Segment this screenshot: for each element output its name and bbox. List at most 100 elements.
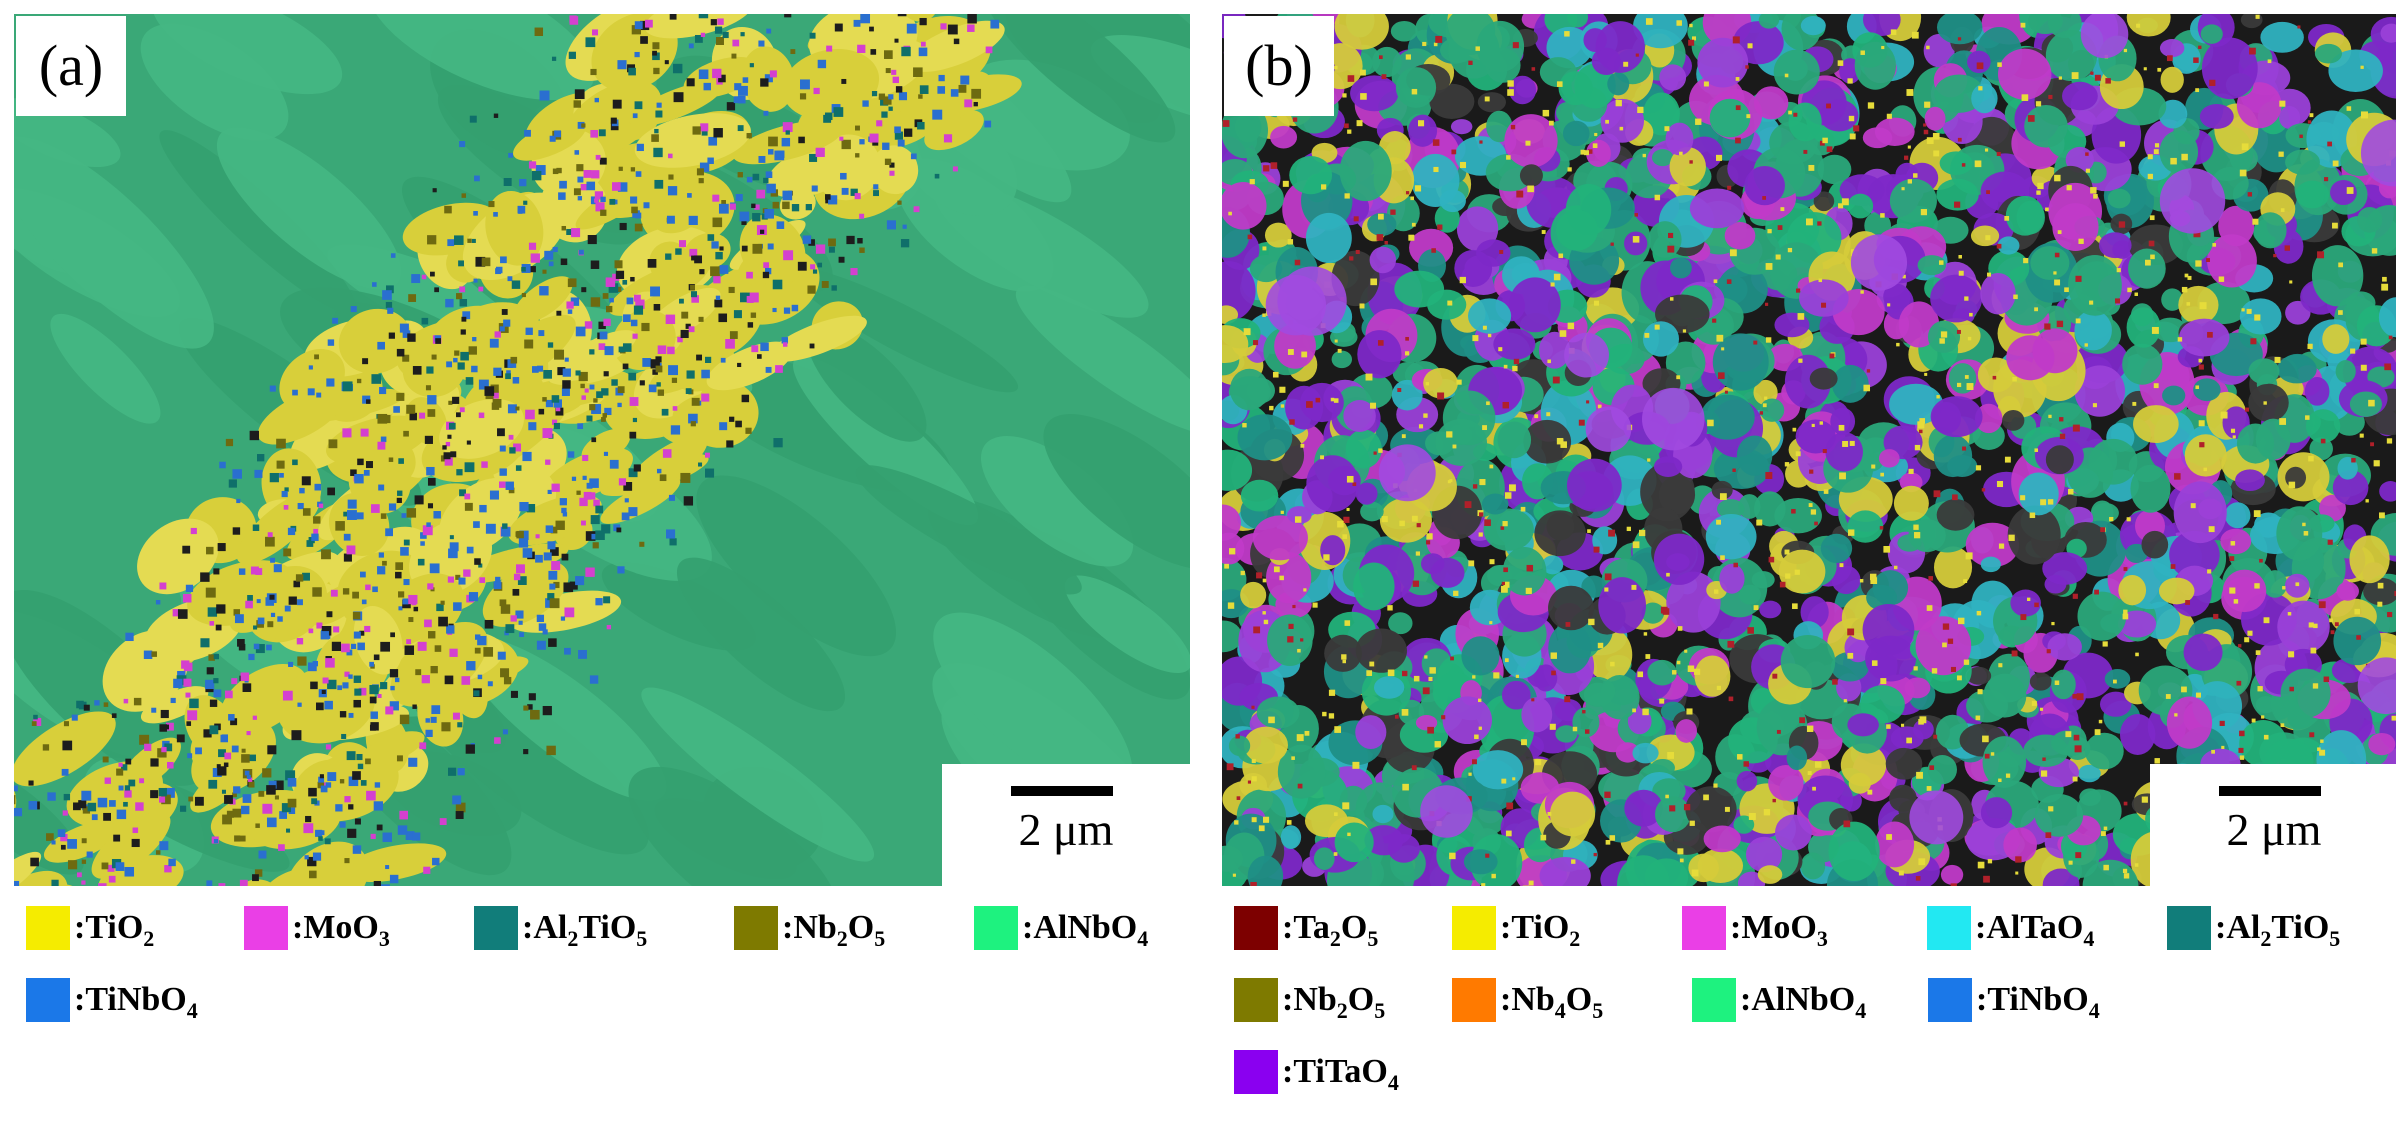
speckle xyxy=(1498,347,1503,352)
speckle xyxy=(726,102,736,111)
speckle xyxy=(964,99,973,108)
speckle xyxy=(318,836,323,841)
speckle xyxy=(2181,286,2188,293)
grain xyxy=(1641,602,1665,624)
speckle xyxy=(297,702,302,707)
speckle xyxy=(372,282,377,287)
speckle xyxy=(288,596,297,605)
speckle xyxy=(589,675,599,684)
speckle xyxy=(772,279,783,290)
speckle xyxy=(667,186,678,196)
speckle xyxy=(1359,303,1365,309)
grain xyxy=(1345,429,1382,469)
speckle xyxy=(427,395,437,405)
speckle xyxy=(1720,555,1725,560)
speckle xyxy=(719,265,729,274)
speckle xyxy=(257,617,265,625)
speckle xyxy=(1493,672,1500,679)
speckle xyxy=(2034,602,2039,608)
speckle xyxy=(503,676,512,685)
speckle xyxy=(1280,510,1284,514)
speckle xyxy=(519,632,525,638)
speckle xyxy=(1262,313,1266,317)
speckle xyxy=(440,600,445,605)
speckle xyxy=(459,407,465,413)
grain xyxy=(2166,696,2213,749)
speckle xyxy=(1733,562,1739,568)
speckle xyxy=(1795,451,1801,457)
speckle xyxy=(1464,501,1472,508)
grain xyxy=(1581,575,1607,598)
grain xyxy=(1817,154,1852,185)
speckle xyxy=(377,566,386,575)
speckle xyxy=(718,74,726,83)
grain xyxy=(2045,445,2074,475)
speckle xyxy=(2034,307,2039,312)
speckle xyxy=(403,539,410,546)
grain xyxy=(2018,472,2059,516)
speckle xyxy=(258,850,267,859)
speckle xyxy=(746,176,753,183)
speckle xyxy=(762,271,770,279)
speckle xyxy=(1923,129,1929,135)
speckle xyxy=(1915,876,1921,881)
speckle xyxy=(536,614,545,623)
speckle xyxy=(1632,541,1640,549)
speckle xyxy=(525,409,535,420)
grain xyxy=(1264,222,1292,248)
legend-swatch xyxy=(2167,906,2211,950)
grain xyxy=(696,475,897,657)
speckle xyxy=(2370,442,2375,447)
speckle xyxy=(474,634,481,640)
speckle xyxy=(305,815,312,823)
speckle xyxy=(287,798,297,808)
grain xyxy=(1847,193,1874,219)
speckle xyxy=(950,89,959,97)
speckle xyxy=(14,880,20,886)
speckle xyxy=(467,238,472,243)
grain xyxy=(2159,130,2199,174)
speckle xyxy=(735,420,742,428)
speckle xyxy=(1863,384,1871,392)
speckle xyxy=(478,379,489,390)
speckle xyxy=(1847,628,1855,636)
grain xyxy=(1461,636,1500,676)
speckle xyxy=(46,833,54,841)
speckle xyxy=(1843,820,1851,828)
speckle xyxy=(817,59,827,69)
speckle xyxy=(515,465,522,471)
speckle xyxy=(1814,521,1818,526)
speckle xyxy=(1506,155,1511,160)
speckle xyxy=(783,250,794,261)
speckle xyxy=(247,595,253,601)
speckle xyxy=(612,99,622,109)
speckle xyxy=(615,270,625,279)
grain xyxy=(2133,405,2179,444)
speckle xyxy=(182,545,191,554)
speckle xyxy=(266,644,272,651)
speckle xyxy=(1605,119,1609,124)
legend-label: :MoO3 xyxy=(292,909,390,951)
speckle xyxy=(563,582,574,593)
speckle xyxy=(1904,155,1909,160)
speckle xyxy=(347,499,357,509)
speckle xyxy=(2299,134,2303,139)
speckle xyxy=(1334,65,1338,70)
speckle xyxy=(751,203,756,208)
speckle xyxy=(750,312,757,318)
grain xyxy=(2005,195,2045,236)
speckle xyxy=(589,478,599,488)
speckle xyxy=(213,689,222,698)
speckle xyxy=(1990,752,1995,756)
speckle xyxy=(2251,718,2256,723)
grain xyxy=(1395,67,1437,108)
speckle xyxy=(542,397,547,402)
speckle xyxy=(582,475,587,480)
speckle xyxy=(1957,137,1962,142)
speckle xyxy=(165,722,174,731)
speckle xyxy=(1957,37,1962,41)
speckle xyxy=(2219,720,2225,726)
speckle xyxy=(601,417,606,422)
speckle xyxy=(359,571,366,578)
speckle xyxy=(2213,613,2219,620)
